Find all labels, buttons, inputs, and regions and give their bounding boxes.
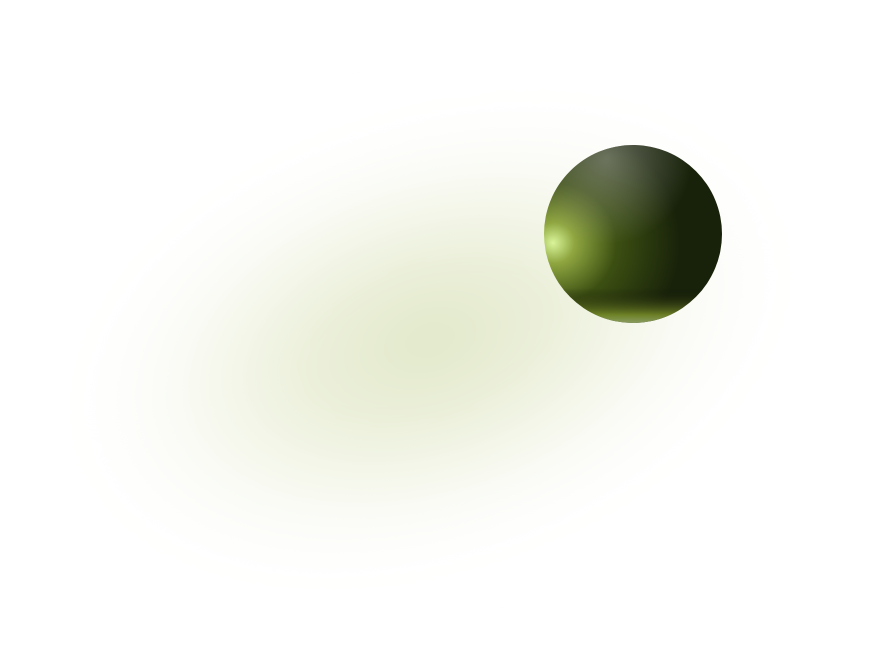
background-glow (52, 90, 808, 590)
sphere-top-rim (544, 145, 722, 323)
green-sphere (544, 145, 722, 323)
